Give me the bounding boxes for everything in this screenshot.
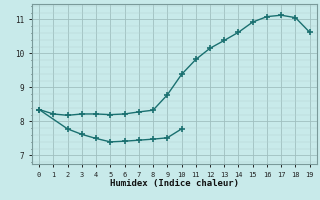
X-axis label: Humidex (Indice chaleur): Humidex (Indice chaleur) [110,179,239,188]
